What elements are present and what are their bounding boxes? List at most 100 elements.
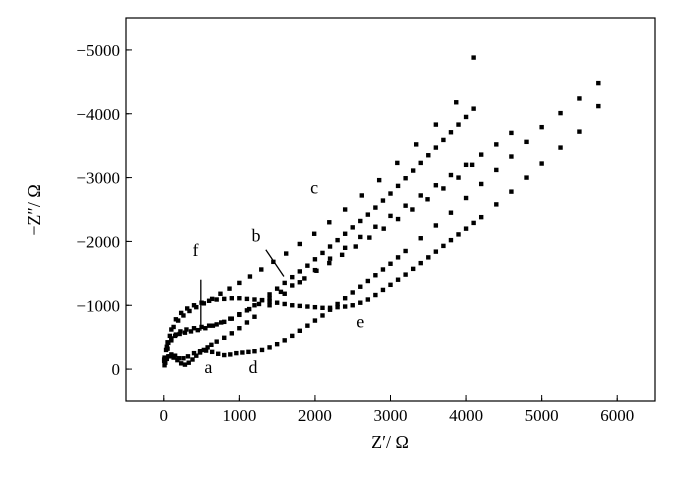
data-point	[169, 352, 174, 357]
data-point	[267, 296, 272, 301]
annotation-layer: a b c d e f	[193, 178, 365, 377]
data-point	[185, 306, 190, 311]
data-point	[342, 245, 348, 250]
data-point	[181, 313, 186, 318]
data-point	[194, 353, 199, 358]
data-point	[203, 326, 208, 331]
data-point	[167, 333, 173, 339]
data-point	[162, 355, 167, 360]
data-point	[246, 349, 251, 355]
data-point	[388, 191, 393, 196]
data-point	[358, 300, 363, 305]
data-point	[247, 274, 253, 279]
data-point	[433, 145, 439, 150]
data-point	[373, 224, 378, 229]
data-point	[395, 277, 401, 282]
data-point	[471, 55, 476, 60]
data-point	[426, 255, 431, 260]
data-point	[327, 260, 332, 266]
data-point	[509, 130, 514, 136]
data-point	[290, 283, 295, 288]
data-point	[494, 202, 499, 207]
data-point	[201, 301, 207, 306]
data-point	[227, 286, 232, 291]
data-point	[388, 261, 393, 266]
data-point	[358, 284, 363, 289]
data-point	[185, 354, 191, 359]
data-point	[350, 225, 355, 230]
data-point	[373, 273, 378, 278]
y-tick-label: −3000	[76, 169, 120, 188]
data-point	[240, 350, 245, 355]
data-point	[290, 303, 295, 308]
data-point	[463, 195, 469, 201]
data-point	[342, 304, 348, 309]
data-point	[229, 331, 234, 336]
data-point	[456, 175, 461, 180]
data-point	[274, 341, 280, 347]
data-point	[320, 313, 325, 318]
x-tick-label: 2000	[298, 406, 332, 425]
data-point	[350, 303, 355, 308]
data-point	[596, 103, 601, 109]
series-label-c: c	[310, 178, 318, 198]
data-point	[274, 300, 280, 305]
data-point	[197, 349, 203, 354]
data-point	[278, 289, 284, 295]
data-point	[410, 207, 415, 212]
data-point	[214, 339, 219, 344]
data-point	[373, 205, 378, 210]
data-point	[320, 305, 325, 311]
data-point	[178, 361, 184, 366]
data-point	[259, 347, 265, 353]
data-point	[194, 304, 199, 310]
data-point	[267, 292, 272, 297]
data-point	[471, 220, 476, 226]
data-point	[177, 331, 182, 337]
data-point	[166, 340, 171, 346]
data-point	[282, 280, 287, 286]
x-tick-label: 3000	[374, 406, 408, 425]
data-point	[558, 110, 563, 116]
data-point	[252, 314, 257, 319]
data-point	[282, 338, 287, 343]
data-point	[381, 226, 386, 231]
data-point	[403, 248, 408, 254]
data-point	[169, 327, 174, 332]
series-e	[162, 103, 601, 360]
data-point	[320, 250, 325, 256]
data-point	[297, 241, 303, 247]
data-point	[463, 114, 469, 120]
x-tick-label: 6000	[600, 406, 634, 425]
data-point	[469, 162, 475, 168]
data-point	[426, 153, 431, 158]
data-point	[244, 308, 250, 313]
y-tick-label: −1000	[76, 296, 120, 315]
data-point	[302, 276, 307, 281]
data-point	[448, 172, 454, 178]
data-point	[403, 176, 408, 181]
data-point	[171, 324, 176, 330]
data-point	[297, 269, 303, 274]
x-axis-title: Z′/ Ω	[371, 432, 409, 452]
data-point	[342, 207, 348, 212]
data-point	[367, 235, 372, 240]
data-point	[169, 336, 174, 341]
data-point	[201, 347, 207, 353]
data-point	[433, 183, 439, 188]
data-point	[441, 137, 446, 143]
data-point	[237, 280, 242, 286]
data-point	[172, 333, 178, 339]
data-point	[358, 234, 363, 240]
data-point	[282, 301, 287, 307]
data-point	[395, 183, 401, 189]
data-point	[161, 358, 167, 363]
x-tick-label: 5000	[525, 406, 559, 425]
data-point	[274, 286, 280, 291]
data-point	[463, 162, 469, 168]
data-point	[327, 244, 333, 249]
data-point	[222, 352, 227, 358]
data-point	[456, 122, 461, 127]
data-point	[339, 252, 345, 258]
